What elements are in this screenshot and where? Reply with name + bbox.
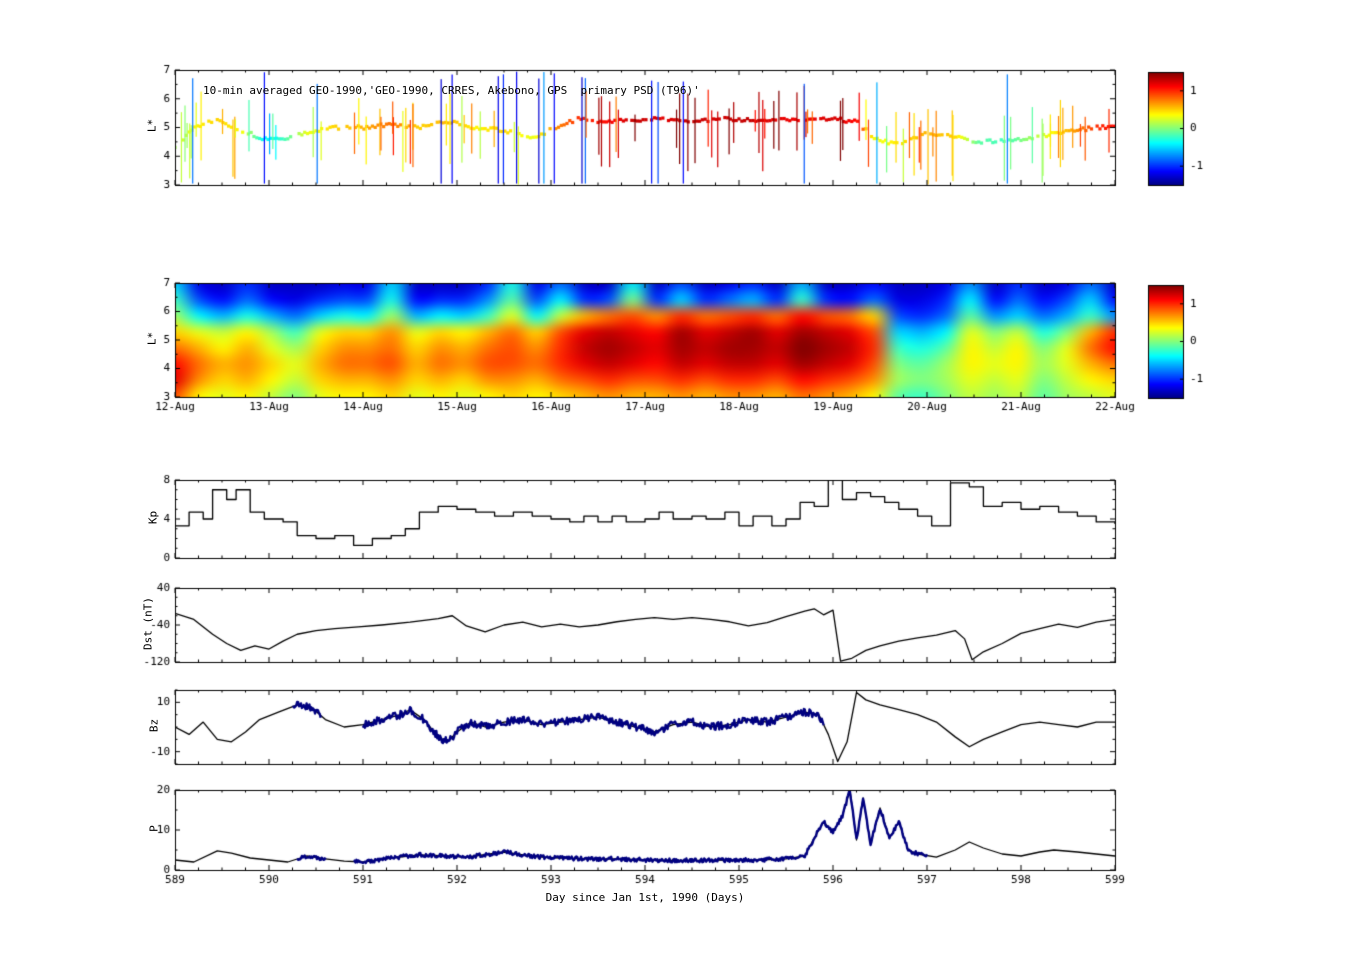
ylabel-dst: Dst (nT) [141,597,155,650]
ylabel-psd-heatmap: L* [145,331,159,346]
xlabel-day-axis: Day since Jan 1st, 1990 (Days) [545,891,745,904]
ylabel-kp: Kp [146,510,160,525]
plot-title: 10-min averaged GEO-1990,'GEO-1990, CRRE… [203,84,700,97]
ylabel-p: P [147,825,161,832]
ylabel-psd-scatter: L* [145,118,159,133]
ylabel-bz: Bz [147,718,161,733]
